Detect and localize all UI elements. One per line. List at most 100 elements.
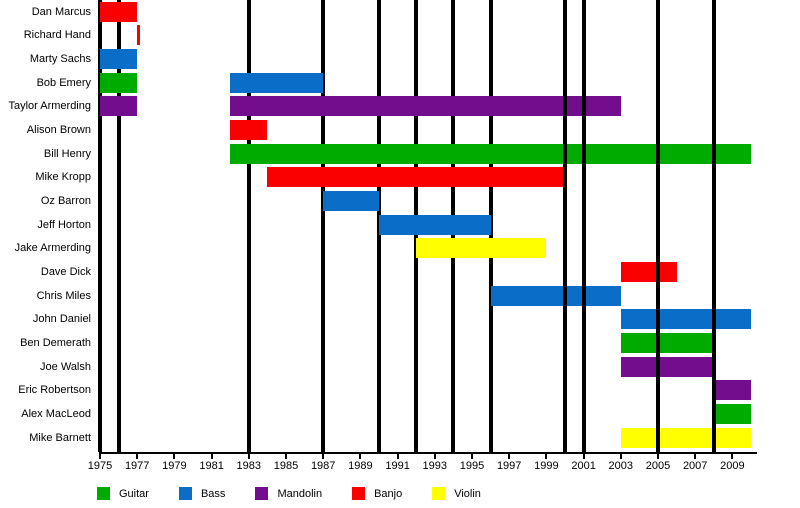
- axis-tick-label: 1989: [348, 460, 373, 472]
- tenure-bar-banjo: [267, 167, 565, 188]
- axis-tick: [731, 454, 734, 459]
- member-label: Richard Hand: [23, 29, 91, 42]
- axis-tick-label: 1981: [199, 460, 224, 472]
- axis-tick: [471, 454, 473, 459]
- tenure-bar-bass: [379, 214, 491, 235]
- axis-tick-label: 1997: [496, 460, 522, 472]
- legend-item-mandolin: Mandolin: [255, 487, 322, 500]
- legend-item-banjo: Banjo: [352, 487, 402, 500]
- event-line: [246, 0, 251, 452]
- legend-swatch-mandolin: [255, 487, 269, 500]
- member-label: Ben Demerath: [20, 336, 91, 349]
- axis-tick: [136, 454, 139, 459]
- member-label: Alison Brown: [26, 123, 91, 136]
- member-label: Jeff Horton: [37, 218, 91, 231]
- legend-item-violin: Violin: [432, 487, 481, 500]
- legend-label: Banjo: [374, 487, 403, 500]
- axis-tick-label: 1991: [385, 460, 410, 472]
- axis-tick-label: 1983: [236, 460, 262, 472]
- axis-tick: [173, 454, 176, 459]
- tenure-bar-banjo: [230, 119, 268, 140]
- axis-tick: [508, 454, 511, 459]
- axis-tick: [582, 454, 585, 459]
- event-line: [656, 0, 660, 452]
- legend-item-bass: Bass: [178, 487, 226, 500]
- axis-tick: [322, 454, 325, 459]
- tenure-bar-bass: [323, 190, 379, 211]
- event-line: [581, 0, 586, 452]
- axis-tick-label: 1995: [459, 460, 485, 472]
- event-line: [116, 0, 121, 452]
- member-label: Mike Kropp: [35, 171, 91, 184]
- tenure-bar-guitar: [620, 332, 714, 353]
- axis-tick: [396, 454, 399, 459]
- axis-tick: [619, 454, 622, 459]
- axis-tick-label: 1987: [310, 460, 336, 472]
- member-label: John Daniel: [32, 313, 91, 326]
- tenure-bar-guitar: [100, 72, 138, 93]
- axis-tick: [285, 454, 287, 459]
- x-axis-line: [99, 452, 757, 454]
- legend-label: Mandolin: [277, 487, 323, 500]
- tenure-bar-mandolin: [713, 380, 751, 401]
- axis-tick-label: 1977: [124, 460, 150, 472]
- tenure-bar-mandolin: [620, 356, 714, 377]
- axis-tick: [359, 454, 362, 459]
- legend-label: Violin: [454, 487, 481, 500]
- legend-item-guitar: Guitar: [97, 487, 149, 500]
- legend-swatch-guitar: [97, 487, 110, 500]
- tenure-bar-violin: [620, 427, 751, 448]
- member-label: Oz Barron: [40, 194, 91, 207]
- member-label: Dan Marcus: [31, 5, 91, 18]
- tenure-bar-banjo: [620, 261, 677, 282]
- member-label: Chris Miles: [36, 289, 91, 302]
- legend-label: Guitar: [119, 487, 149, 500]
- axis-tick-label: 2009: [720, 460, 745, 472]
- axis-tick-label: 1979: [162, 460, 187, 472]
- event-line: [488, 0, 493, 452]
- tenure-bar-bass: [100, 48, 138, 69]
- tenure-bar-guitar: [713, 403, 751, 424]
- axis-tick: [247, 454, 250, 459]
- axis-tick-label: 2001: [571, 460, 596, 472]
- axis-tick-label: 2007: [682, 460, 708, 472]
- member-label: Bob Emery: [36, 76, 91, 89]
- tenure-bar-guitar: [230, 143, 751, 164]
- member-label: Taylor Armerding: [8, 100, 91, 113]
- legend-label: Bass: [200, 487, 226, 500]
- legend: Guitar Bass Mandolin Banjo Violin: [97, 487, 481, 500]
- axis-tick-label: 1985: [273, 460, 299, 472]
- axis-tick: [545, 454, 548, 459]
- event-line: [711, 0, 716, 452]
- member-label: Jake Armerding: [14, 242, 91, 255]
- axis-tick: [433, 454, 436, 459]
- member-label: Marty Sachs: [29, 52, 91, 65]
- tenure-bar-bass: [490, 285, 621, 306]
- tenure-bar-bass: [620, 309, 751, 330]
- plot-area: [98, 0, 751, 452]
- axis-tick-label: 2005: [645, 460, 671, 472]
- member-labels: Dan Marcus Richard Hand Marty Sachs Bob Eme…: [0, 0, 95, 452]
- member-label: Eric Robertson: [18, 384, 91, 397]
- member-label: Joe Walsh: [40, 360, 91, 373]
- member-label: Alex MacLeod: [21, 407, 91, 420]
- axis-tick-label: 2003: [608, 460, 634, 472]
- tenure-bar-bass: [230, 72, 324, 93]
- axis-tick-label: 1993: [422, 460, 448, 472]
- axis-tick: [210, 454, 213, 459]
- axis-tick: [99, 454, 101, 459]
- tenure-bar-banjo: [137, 25, 140, 46]
- event-line: [98, 0, 102, 452]
- event-line: [321, 0, 326, 452]
- axis-tick: [657, 454, 659, 459]
- axis-tick: [694, 454, 697, 459]
- legend-swatch-banjo: [352, 487, 366, 500]
- tenure-bar-mandolin: [230, 96, 621, 117]
- member-label: Bill Henry: [43, 147, 91, 160]
- member-label: Mike Barnett: [29, 431, 91, 444]
- tenure-bar-banjo: [100, 1, 138, 22]
- member-label: Dave Dick: [40, 265, 91, 278]
- event-line: [563, 0, 567, 452]
- axis-tick-label: 1975: [87, 460, 113, 472]
